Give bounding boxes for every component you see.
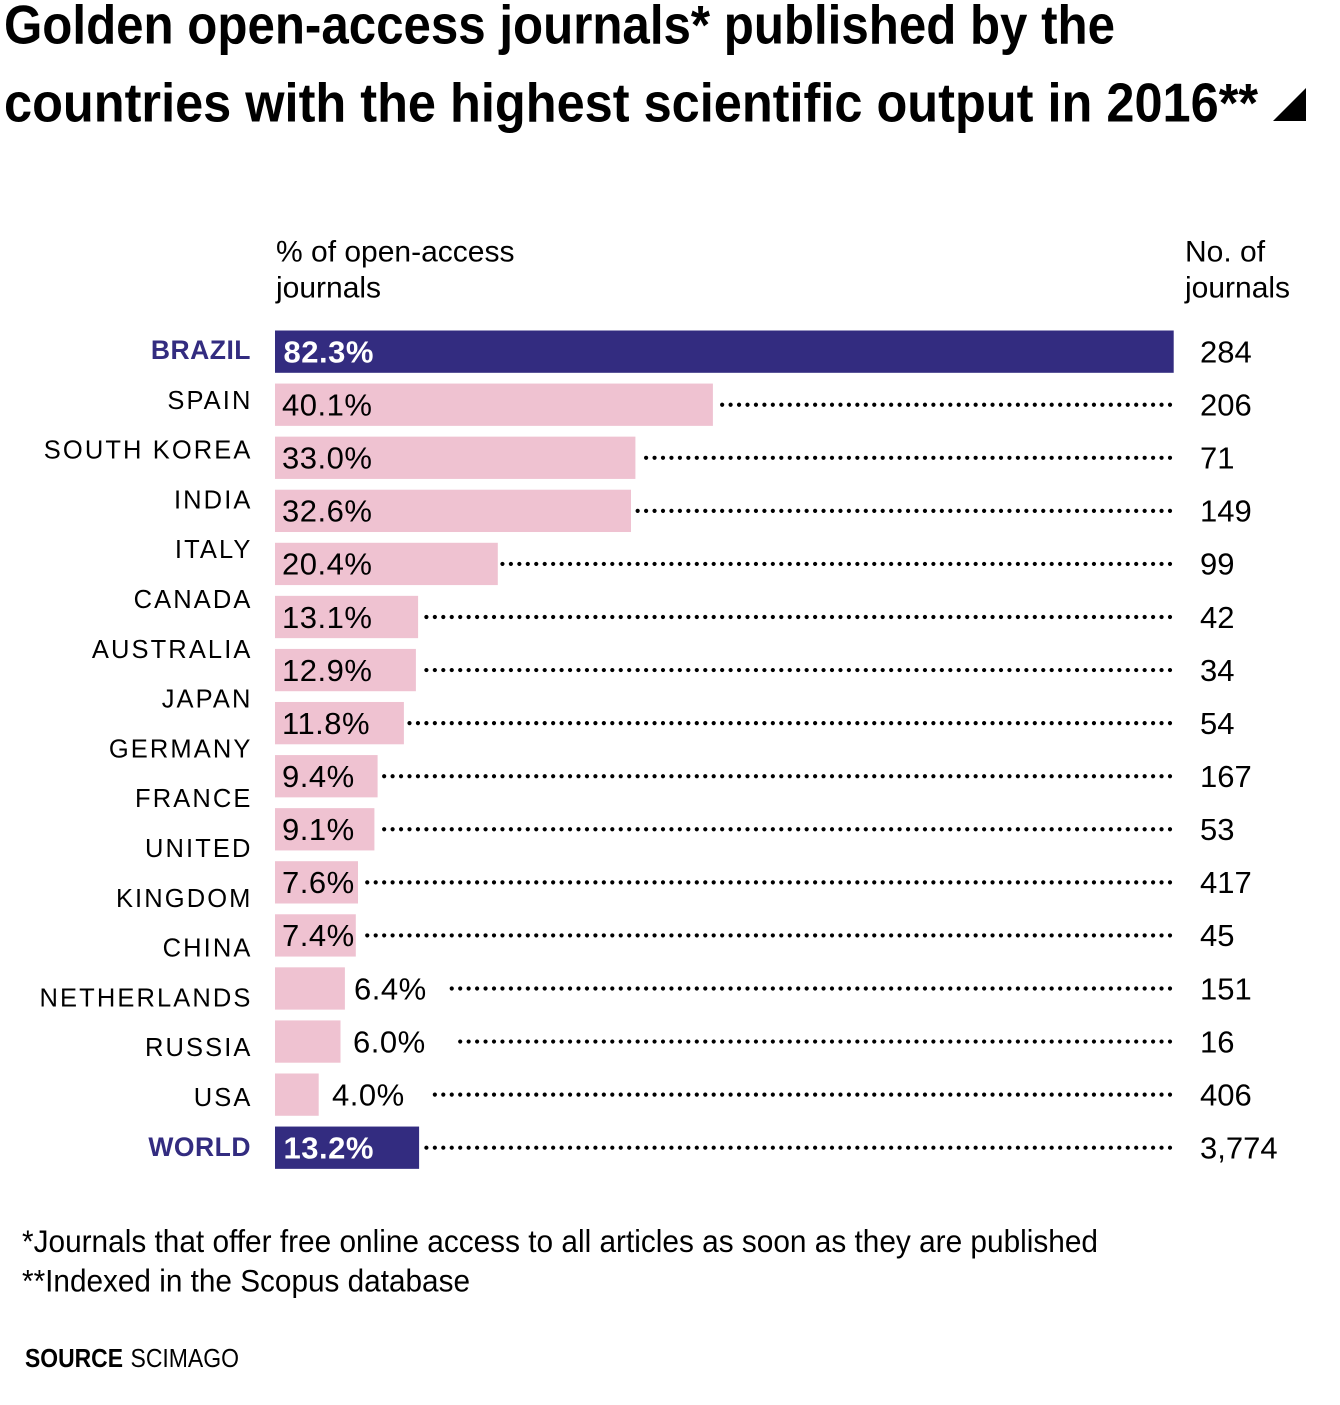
svg-text:149: 149 (1200, 494, 1252, 529)
svg-text:53: 53 (1200, 812, 1234, 847)
svg-text:82.3%: 82.3% (284, 334, 374, 369)
svg-text:167: 167 (1200, 759, 1252, 794)
svg-text:Golden open-access journals* p: Golden open-access journals* published b… (4, 0, 1115, 56)
svg-text:% of open-access: % of open-access (276, 235, 514, 268)
svg-text:3,774: 3,774 (1200, 1131, 1278, 1166)
svg-text:32.6%: 32.6% (282, 494, 372, 529)
svg-text:406: 406 (1200, 1077, 1252, 1112)
svg-text:13.2%: 13.2% (284, 1131, 374, 1166)
svg-text:SCIMAGO: SCIMAGO (131, 1343, 240, 1373)
svg-text:SOURCE: SOURCE (25, 1343, 123, 1373)
svg-text:4.0%: 4.0% (332, 1077, 405, 1112)
svg-text:9.1%: 9.1% (282, 812, 355, 847)
svg-text:FRANCE: FRANCE (135, 785, 252, 813)
svg-text:GERMANY: GERMANY (109, 735, 253, 763)
svg-text:16: 16 (1200, 1024, 1234, 1059)
svg-text:9.4%: 9.4% (282, 759, 355, 794)
svg-text:countries with the highest sci: countries with the highest scientific ou… (4, 72, 1259, 134)
svg-text:12.9%: 12.9% (282, 653, 372, 688)
svg-text:UNITED: UNITED (145, 835, 253, 863)
svg-text:NETHERLANDS: NETHERLANDS (40, 984, 253, 1012)
svg-text:ITALY: ITALY (175, 536, 253, 564)
svg-text:KINGDOM: KINGDOM (116, 885, 253, 913)
svg-text:CANADA: CANADA (134, 586, 253, 614)
svg-text:13.1%: 13.1% (282, 600, 372, 635)
svg-text:journals: journals (1184, 272, 1290, 305)
svg-text:JAPAN: JAPAN (162, 686, 253, 714)
svg-text:**Indexed in the Scopus databa: **Indexed in the Scopus database (22, 1263, 470, 1299)
svg-text:6.4%: 6.4% (354, 971, 427, 1006)
svg-text:33.0%: 33.0% (282, 441, 372, 476)
svg-text:SPAIN: SPAIN (167, 387, 252, 415)
svg-text:7.6%: 7.6% (282, 865, 355, 900)
svg-text:7.4%: 7.4% (282, 918, 355, 953)
svg-text:WORLD: WORLD (148, 1132, 251, 1162)
svg-text:417: 417 (1200, 865, 1252, 900)
svg-text:34: 34 (1200, 653, 1234, 688)
svg-text:151: 151 (1200, 971, 1252, 1006)
svg-text:71: 71 (1200, 441, 1234, 476)
svg-text:USA: USA (194, 1084, 253, 1112)
svg-text:99: 99 (1200, 547, 1234, 582)
svg-text:40.1%: 40.1% (282, 388, 372, 423)
svg-text:6.0%: 6.0% (353, 1024, 426, 1059)
svg-text:54: 54 (1200, 706, 1234, 741)
svg-text:No. of: No. of (1185, 235, 1266, 268)
svg-text:RUSSIA: RUSSIA (145, 1034, 253, 1062)
svg-text:284: 284 (1200, 334, 1252, 369)
svg-text:INDIA: INDIA (174, 486, 253, 514)
svg-text:journals: journals (275, 272, 381, 305)
svg-text:AUSTRALIA: AUSTRALIA (92, 636, 253, 664)
svg-text:45: 45 (1200, 918, 1234, 953)
svg-text:42: 42 (1200, 600, 1234, 635)
svg-text:CHINA: CHINA (163, 935, 253, 963)
svg-text:BRAZIL: BRAZIL (151, 335, 251, 365)
svg-text:206: 206 (1200, 388, 1252, 423)
svg-text:*Journals that offer free onli: *Journals that offer free online access … (22, 1223, 1098, 1259)
svg-text:SOUTH KOREA: SOUTH KOREA (44, 437, 253, 465)
svg-text:11.8%: 11.8% (282, 706, 370, 741)
svg-text:20.4%: 20.4% (282, 547, 372, 582)
